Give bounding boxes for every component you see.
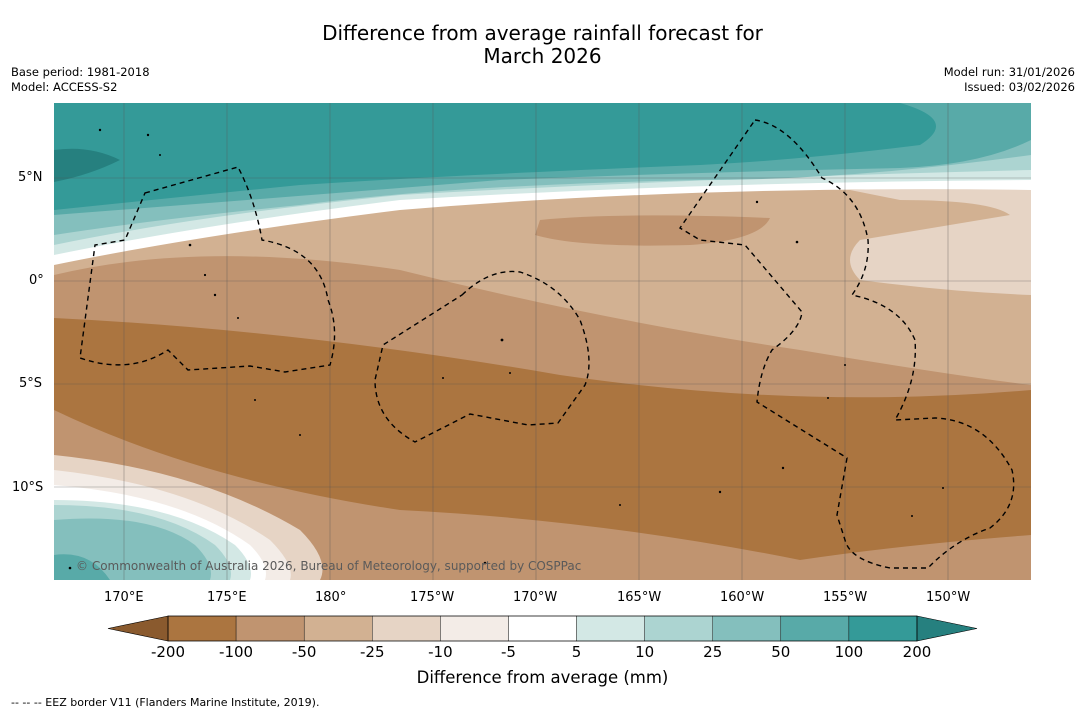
eez-border-west	[79, 166, 336, 373]
islands	[68, 128, 944, 570]
colorbar-cell	[712, 615, 782, 642]
colorbar-tick-label: -200	[150, 643, 186, 661]
island	[509, 372, 511, 374]
colorbar-frame	[167, 615, 918, 642]
colorbar-cell	[576, 615, 645, 642]
rainfall-field	[54, 103, 1031, 580]
colorbar-tick-label: 200	[902, 643, 932, 661]
island	[254, 399, 256, 401]
colorbar-tick-label: 100	[834, 643, 864, 661]
island	[237, 317, 239, 319]
eez-borders	[79, 119, 1015, 569]
issued-date: Issued: 03/02/2026	[964, 80, 1075, 94]
island	[188, 243, 192, 247]
lon-label: 175°E	[207, 590, 247, 605]
colorbar-cell	[167, 615, 237, 642]
eez-border-central	[374, 270, 590, 443]
island	[619, 504, 621, 506]
colorbar-cells	[167, 615, 918, 642]
island	[827, 397, 829, 399]
meta-right: Model run: 31/01/2026 Issued: 03/02/2026	[944, 65, 1075, 95]
base-period: Base period: 1981-2018	[11, 65, 150, 79]
model-run: Model run: 31/01/2026	[943, 65, 1075, 79]
colorbar-arrow-high	[916, 615, 978, 642]
lon-label: 170°W	[513, 590, 558, 605]
colorbar-tick-label: -25	[360, 643, 385, 661]
colorbar-title: Difference from average (mm)	[416, 668, 669, 687]
colorbar-cell	[235, 615, 305, 642]
colorbar-cell	[303, 615, 373, 642]
lon-label: 160°W	[720, 590, 765, 605]
title-line-2: March 2026	[483, 44, 602, 68]
band-above200	[54, 148, 120, 182]
island	[500, 338, 504, 342]
colorbar-tick-label: -100	[219, 643, 254, 661]
lon-label: 180°	[315, 590, 347, 605]
island	[911, 515, 913, 517]
island	[483, 561, 487, 565]
band-plus100-south	[54, 554, 110, 580]
island	[68, 566, 72, 570]
lat-label: 10°S	[12, 480, 44, 495]
colorbar-tick-label: 5	[571, 643, 582, 661]
island	[755, 200, 759, 204]
colorbar-cell	[644, 615, 713, 642]
band-plus200	[54, 103, 936, 210]
island	[844, 364, 846, 366]
colorbar-arrow-low	[107, 615, 169, 642]
lon-label: 155°W	[823, 590, 868, 605]
band-minus100	[54, 318, 1031, 560]
meta-left: Base period: 1981-2018 Model: ACCESS-S2	[11, 65, 150, 95]
colorbar-tick-label: 50	[771, 643, 791, 661]
copyright-notice: © Commonwealth of Australia 2026, Bureau…	[76, 559, 582, 573]
map-title: Difference from average rainfall forecas…	[0, 22, 1085, 68]
colorbar-cell	[848, 615, 918, 642]
colorbar-tick-label: -50	[291, 643, 317, 661]
band-minus50-north	[535, 215, 770, 246]
island	[146, 133, 150, 137]
lon-label: 165°W	[617, 590, 662, 605]
colorbar-tick-label: 10	[635, 643, 655, 661]
island	[781, 466, 785, 470]
island	[795, 240, 799, 244]
eez-border-east	[678, 119, 1015, 569]
title-line-1: Difference from average rainfall forecas…	[322, 21, 763, 45]
band-minus10-east	[850, 185, 1031, 295]
island	[442, 377, 444, 379]
colorbar	[107, 615, 978, 642]
island	[98, 128, 102, 132]
eez-footnote: -- -- -- EEZ border V11 (Flanders Marine…	[11, 696, 320, 709]
gridlines	[54, 103, 1031, 580]
lon-label: 170°E	[104, 590, 144, 605]
colorbar-cell	[508, 615, 577, 642]
lat-label: 5°N	[18, 170, 43, 185]
island	[942, 487, 944, 489]
island	[213, 293, 217, 297]
lat-label: 5°S	[19, 376, 43, 391]
island	[299, 434, 301, 436]
colorbar-cell	[440, 615, 509, 642]
lon-label: 150°W	[926, 590, 971, 605]
colorbar-tick-label: -5	[500, 643, 516, 661]
island	[203, 273, 207, 277]
island	[718, 490, 722, 494]
colorbar-tick-label: -10	[428, 643, 453, 661]
colorbar-cell	[780, 615, 850, 642]
island	[159, 154, 161, 156]
model-name: Model: ACCESS-S2	[11, 80, 118, 94]
colorbar-tick-label: 25	[703, 643, 723, 661]
lon-label: 175°W	[410, 590, 455, 605]
colorbar-cell	[372, 615, 441, 642]
lat-label: 0°	[29, 273, 44, 288]
